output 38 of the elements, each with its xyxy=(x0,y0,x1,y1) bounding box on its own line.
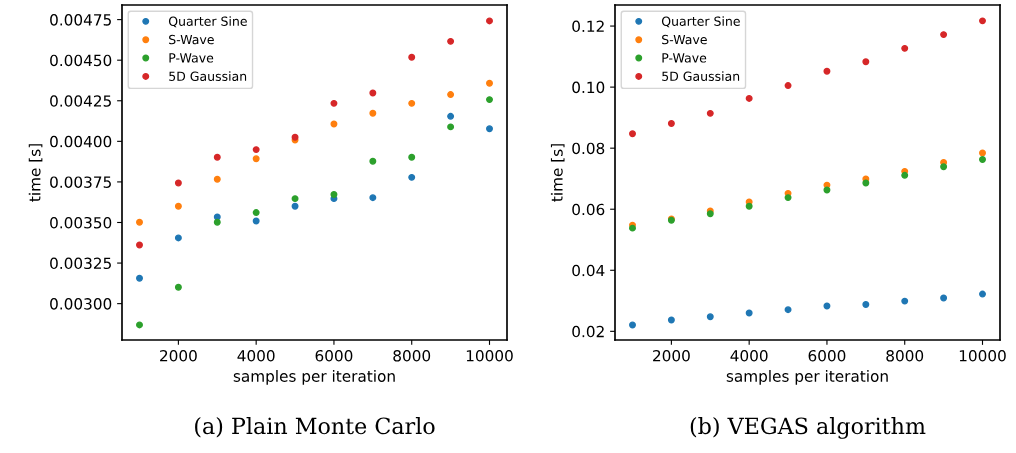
y-tick-label: 0.10 xyxy=(572,81,605,94)
y-tick-label: 0.04 xyxy=(572,264,605,277)
y-tick-label: 0.00400 xyxy=(50,135,112,148)
x-tick-label: 2000 xyxy=(653,349,690,362)
y-axis-title: time [s] xyxy=(28,144,43,202)
x-tick-label: 2000 xyxy=(160,349,197,362)
x-tick-label: 6000 xyxy=(808,349,846,362)
y-axis-title: time [s] xyxy=(550,144,565,202)
legend-label: S-Wave xyxy=(662,34,707,45)
y-tick-label: 0.12 xyxy=(572,20,604,33)
legend-label: S-Wave xyxy=(169,34,214,45)
y-tick-label: 0.00450 xyxy=(50,54,112,67)
y-tick-label: 0.00300 xyxy=(50,298,112,310)
x-axis-title: samples per iteration xyxy=(233,370,395,385)
x-axis-title: samples per iteration xyxy=(726,370,888,385)
legend-label: 5D Gaussian xyxy=(169,71,247,81)
y-tick-label: 0.02 xyxy=(572,325,604,338)
x-tick-label: 8000 xyxy=(886,349,924,362)
legend-label: 5D Gaussian xyxy=(662,71,740,81)
y-tick-label: 0.00425 xyxy=(50,95,111,107)
legend-label: P-Wave xyxy=(169,53,214,63)
x-tick-label: 6000 xyxy=(315,349,353,362)
x-tick-label: 8000 xyxy=(393,349,431,362)
legend-label: Quarter Sine xyxy=(661,16,740,28)
text: (b) VEGAS algorithm xyxy=(690,417,926,439)
x-tick-label: 4000 xyxy=(237,349,275,362)
y-tick-label: 0.08 xyxy=(572,142,605,155)
legend-label: P-Wave xyxy=(662,53,707,63)
legend-label: Quarter Sine xyxy=(168,16,247,28)
y-tick-label: 0.06 xyxy=(572,203,605,216)
x-tick-label: 10000 xyxy=(959,349,1006,362)
x-tick-label: 10000 xyxy=(466,349,513,362)
x-tick-label: 4000 xyxy=(730,349,768,362)
y-tick-label: 0.00375 xyxy=(50,176,111,188)
y-tick-label: 0.00350 xyxy=(50,216,112,229)
text: (a) Plain Monte Carlo xyxy=(195,417,435,438)
y-tick-label: 0.00475 xyxy=(50,14,111,26)
y-tick-label: 0.00325 xyxy=(50,257,111,270)
